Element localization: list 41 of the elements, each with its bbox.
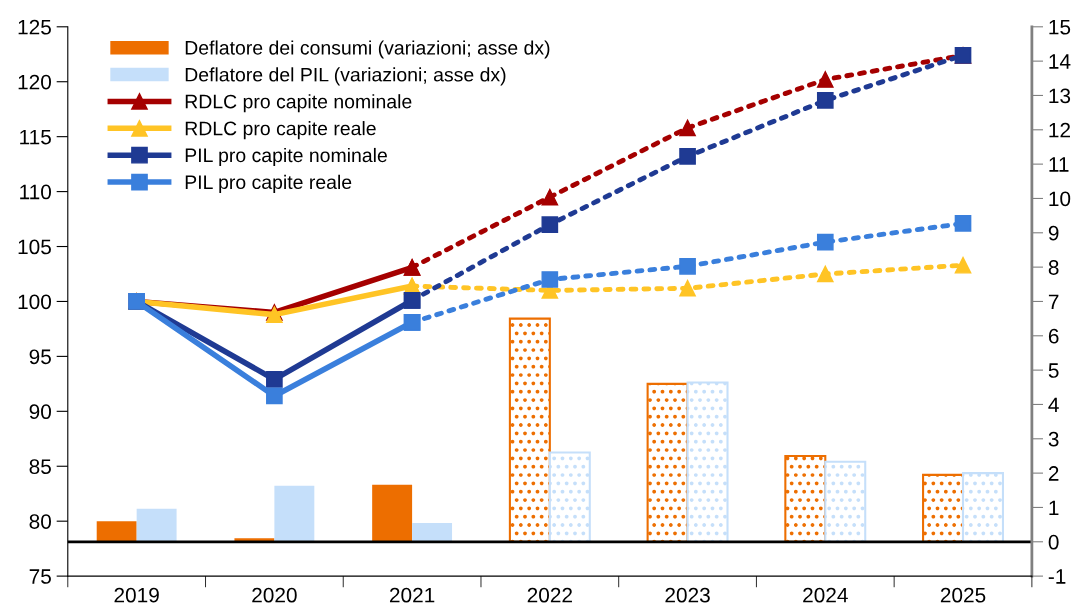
legend-label: RDLC pro capite reale (185, 121, 376, 140)
y-tick-label: 125 (18, 19, 51, 35)
legend-label: PIL pro capite reale (185, 174, 352, 193)
y2-tick-label: 6 (1048, 328, 1059, 344)
legend-label: RDLC pro capite nominale (185, 94, 412, 113)
legend-label: Deflatore del PIL (variazioni; asse dx) (185, 67, 506, 86)
y2-tick-label: 7 (1048, 294, 1059, 309)
y-tick-label: 90 (29, 404, 51, 420)
x-tick-label: 2024 (803, 587, 848, 603)
y2-tick-label: 13 (1049, 88, 1071, 104)
x-tick-label: 2021 (389, 587, 435, 603)
y2-tick-label: 3 (1048, 431, 1059, 447)
x-tick-label: 2023 (665, 587, 710, 603)
y2-tick-label: 10 (1049, 191, 1071, 207)
y-tick-label: 110 (20, 184, 51, 200)
y2-tick-label: -1 (1048, 569, 1066, 584)
y2-tick-label: 14 (1049, 54, 1071, 69)
y2-tick-label: 1 (1049, 500, 1059, 515)
y-tick-label: 95 (29, 349, 51, 365)
y-tick-label: 120 (18, 74, 51, 90)
y2-tick-label: 15 (1049, 20, 1071, 35)
y-tick-label: 85 (29, 459, 51, 474)
legend-label: PIL pro capite nominale (185, 147, 387, 167)
y-tick-label: 80 (29, 514, 51, 529)
legend-label: Deflatore dei consumi (variazioni; asse dx) (185, 40, 550, 59)
y2-tick-label: 4 (1048, 397, 1059, 412)
y-tick-label: 115 (20, 129, 51, 145)
x-tick-label: 2019 (114, 587, 159, 603)
y2-tick-label: 0 (1048, 534, 1059, 550)
x-tick-label: 2020 (252, 587, 297, 603)
y2-tick-label: 2 (1048, 466, 1059, 481)
y2-tick-label: 5 (1048, 363, 1059, 378)
y2-tick-label: 12 (1049, 122, 1070, 138)
y2-tick-label: 8 (1048, 260, 1059, 275)
y-tick-label: 100 (18, 294, 51, 310)
x-tick-label: 2022 (527, 587, 572, 603)
x-tick-label: 2025 (940, 587, 986, 603)
y2-tick-label: 11 (1049, 157, 1069, 172)
y-tick-label: 75 (29, 569, 51, 584)
y2-tick-label: 9 (1048, 225, 1059, 241)
y-tick-label: 105 (18, 239, 51, 255)
